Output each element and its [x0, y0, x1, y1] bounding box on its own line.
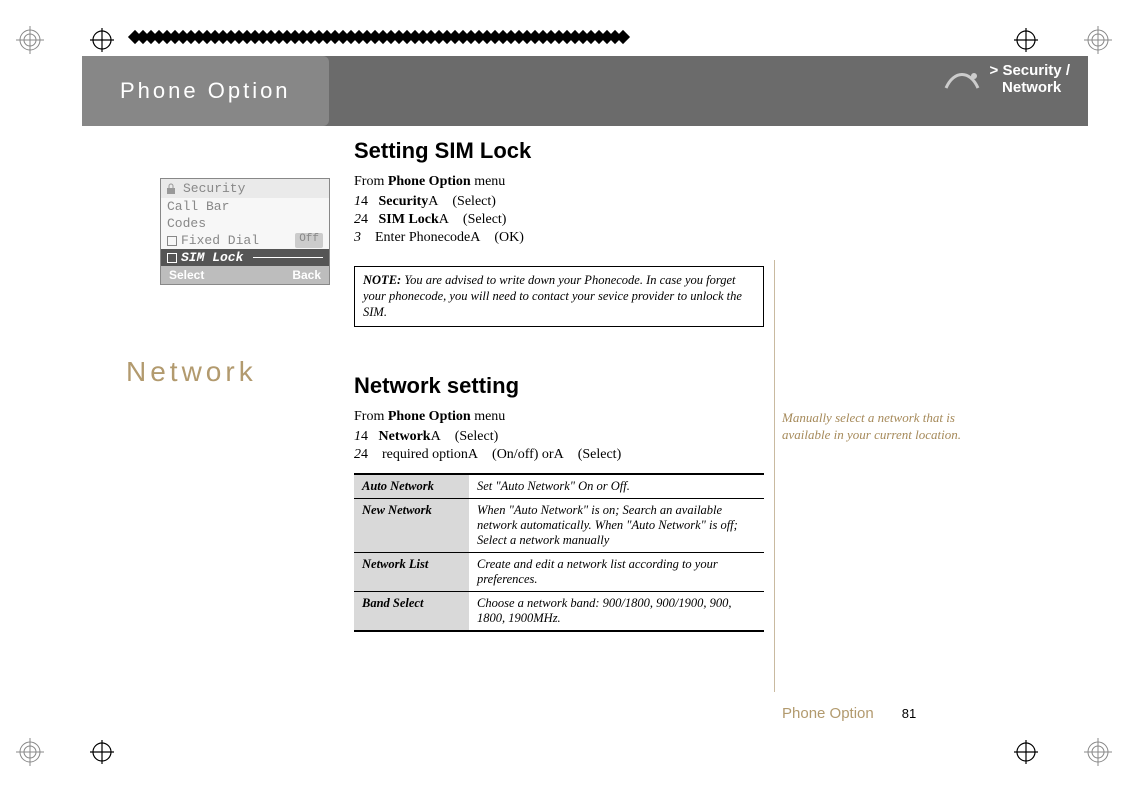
- option-key: Network List: [354, 553, 469, 592]
- footer-label: Phone Option: [782, 705, 874, 722]
- phone-title: Security: [183, 181, 245, 196]
- crop-mark-icon: [16, 26, 44, 54]
- register-mark-icon: [1014, 28, 1038, 52]
- phone-selected-label: SIM Lock: [181, 250, 243, 265]
- table-row: New NetworkWhen "Auto Network" is on; Se…: [354, 499, 764, 553]
- breadcrumb: > Security / Network: [944, 62, 1070, 96]
- phone-row: Codes: [161, 215, 329, 232]
- page-footer: Phone Option 81: [782, 705, 916, 722]
- step-line: 3 Enter PhonecodeA (OK): [354, 230, 764, 246]
- option-desc: Create and edit a network list according…: [469, 553, 764, 592]
- breadcrumb-sep: /: [1062, 62, 1070, 79]
- network-options-table: Auto NetworkSet "Auto Network" On or Off…: [354, 473, 764, 632]
- step-line: 14 SecurityA (Select): [354, 194, 764, 210]
- option-key: Auto Network: [354, 474, 469, 499]
- nav-icon: [944, 66, 980, 92]
- phone-row-selected: SIM Lock: [161, 249, 329, 266]
- margin-note: Manually select a network that is availa…: [782, 410, 972, 444]
- note-text: You are advised to write down your Phone…: [363, 273, 742, 318]
- option-desc: Choose a network band: 900/1800, 900/190…: [469, 592, 764, 632]
- option-key: Band Select: [354, 592, 469, 632]
- decorative-divider: [130, 32, 626, 42]
- phone-row-fixed: Fixed Dial Off: [161, 232, 329, 249]
- step-line: 24 SIM LockA (Select): [354, 212, 764, 228]
- table-row: Auto NetworkSet "Auto Network" On or Off…: [354, 474, 764, 499]
- content-divider: [774, 260, 775, 692]
- phone-row: Call Bar: [161, 198, 329, 215]
- option-desc: When "Auto Network" is on; Search an ava…: [469, 499, 764, 553]
- note-box: NOTE: You are advised to write down your…: [354, 266, 764, 327]
- heading-network-setting: Network setting: [354, 373, 764, 399]
- from-line-sim: From Phone Option menu: [354, 172, 764, 192]
- register-mark-icon: [90, 28, 114, 52]
- crop-mark-icon: [1084, 738, 1112, 766]
- option-desc: Set "Auto Network" On or Off.: [469, 474, 764, 499]
- heading-sim-lock: Setting SIM Lock: [354, 138, 764, 164]
- phone-fixed-state: Off: [295, 233, 323, 248]
- phone-screen-mock: Security Call Bar Codes Fixed Dial Off S…: [160, 178, 330, 285]
- softkey-left: Select: [169, 268, 204, 282]
- header-tab-label: Phone Option: [82, 56, 329, 126]
- breadcrumb-2: Network: [1002, 79, 1061, 96]
- step-line: 24 required optionA (On/off) orA (Select…: [354, 447, 764, 463]
- crop-mark-icon: [1084, 26, 1112, 54]
- table-row: Network ListCreate and edit a network li…: [354, 553, 764, 592]
- breadcrumb-1: Security: [1002, 62, 1061, 79]
- phone-fixed-label: Fixed Dial: [181, 233, 259, 248]
- note-label: NOTE:: [363, 273, 401, 287]
- table-row: Band SelectChoose a network band: 900/18…: [354, 592, 764, 632]
- page-number: 81: [902, 706, 916, 721]
- breadcrumb-text: > Security / Network: [990, 62, 1070, 96]
- from-line-net: From Phone Option menu: [354, 407, 764, 427]
- section-title-network: Network: [126, 356, 257, 388]
- crop-mark-icon: [16, 738, 44, 766]
- breadcrumb-prefix: >: [990, 62, 1003, 79]
- step-line: 14 NetworkA (Select): [354, 429, 764, 445]
- lock-icon: [165, 183, 177, 195]
- softkey-right: Back: [292, 268, 321, 282]
- option-key: New Network: [354, 499, 469, 553]
- page-header: Phone Option: [82, 56, 1088, 126]
